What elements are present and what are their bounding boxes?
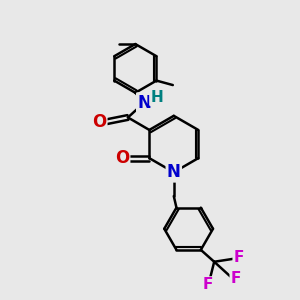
Text: O: O bbox=[92, 113, 106, 131]
Text: N: N bbox=[167, 163, 181, 181]
Text: F: F bbox=[203, 278, 213, 292]
Text: O: O bbox=[115, 149, 129, 167]
Text: F: F bbox=[234, 250, 244, 265]
Text: H: H bbox=[150, 90, 163, 105]
Text: N: N bbox=[137, 94, 151, 112]
Text: F: F bbox=[231, 272, 241, 286]
